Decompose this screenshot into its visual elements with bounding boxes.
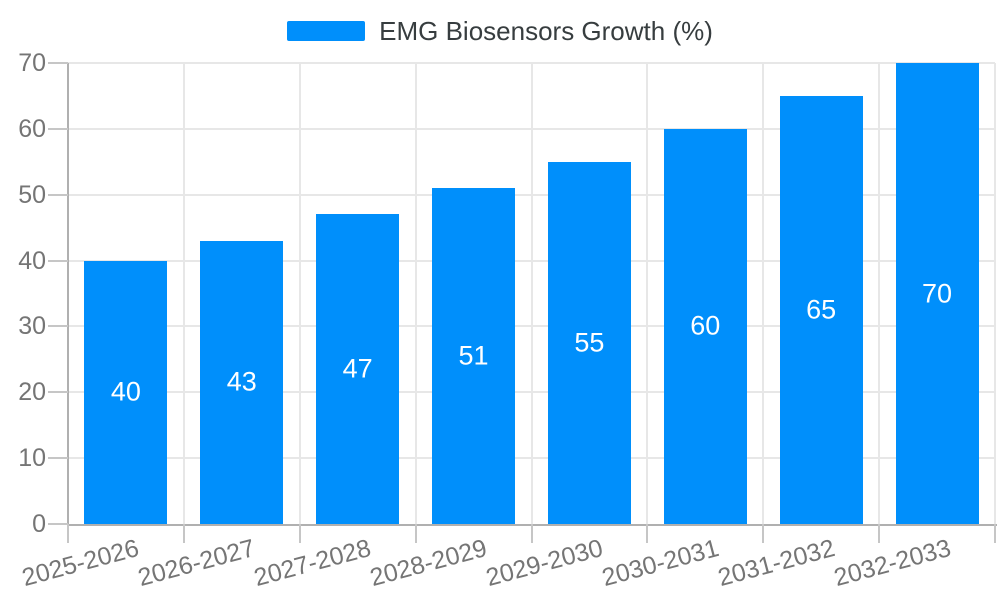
v-gridline (298, 63, 301, 524)
v-gridline (414, 63, 417, 524)
x-tick-label: 2029-2030 (482, 534, 606, 592)
v-gridline (182, 63, 185, 524)
bar[interactable]: 60 (663, 128, 747, 524)
bar-value-label: 47 (342, 353, 373, 384)
bar[interactable]: 40 (84, 260, 168, 524)
y-tick-label: 50 (18, 180, 46, 209)
y-tick-label: 20 (18, 378, 46, 407)
x-tick-label: 2030-2031 (598, 534, 722, 592)
y-tick-mark (48, 62, 68, 64)
x-tick-label: 2031-2032 (714, 534, 838, 592)
plot-area: 40 43 47 51 55 60 65 70 (68, 62, 996, 524)
bar[interactable]: 55 (547, 161, 631, 524)
bar-value-label: 51 (458, 340, 489, 371)
x-tick-mark (878, 524, 881, 543)
v-gridline (994, 63, 996, 524)
y-tick-mark (48, 325, 68, 328)
bar-value-label: 60 (690, 310, 721, 341)
x-tick-mark (994, 524, 996, 543)
y-tick-label: 0 (32, 510, 46, 538)
v-gridline (762, 63, 765, 524)
bar-value-label: 65 (806, 294, 837, 325)
y-tick-label: 60 (18, 114, 46, 143)
v-gridline (530, 63, 533, 524)
x-tick-label: 2028-2029 (367, 534, 490, 592)
x-tick-mark (762, 524, 765, 543)
y-tick-label: 70 (18, 49, 46, 77)
y-tick-mark (48, 523, 68, 525)
legend-label: EMG Biosensors Growth (%) (379, 16, 713, 46)
y-tick-mark (48, 259, 68, 262)
y-tick-mark (48, 127, 68, 130)
bar[interactable]: 70 (895, 63, 979, 524)
bar-value-label: 55 (574, 327, 605, 358)
x-tick-label: 2025-2026 (19, 534, 143, 592)
x-tick-mark (646, 524, 649, 543)
y-tick-label: 10 (18, 444, 46, 473)
bar-value-label: 40 (110, 376, 141, 407)
x-tick-label: 2027-2028 (251, 534, 374, 592)
x-tick-mark (414, 524, 417, 543)
x-tick-mark (67, 524, 69, 543)
y-tick-label: 30 (18, 312, 46, 341)
x-tick-label: 2026-2027 (135, 534, 259, 592)
y-tick-label: 40 (18, 246, 46, 275)
v-gridline (646, 63, 649, 524)
legend-swatch (287, 21, 366, 41)
y-tick-mark (48, 391, 68, 394)
y-tick-mark (48, 193, 68, 196)
x-tick-label: 2032-2033 (830, 534, 954, 592)
bar-value-label: 43 (226, 366, 257, 397)
bar[interactable]: 65 (779, 95, 863, 524)
bar[interactable]: 47 (316, 214, 400, 524)
bar[interactable]: 51 (432, 188, 516, 524)
x-tick-mark (182, 524, 185, 543)
x-tick-mark (530, 524, 533, 543)
bar-value-label: 70 (922, 278, 953, 308)
bar[interactable]: 43 (200, 240, 284, 524)
legend-item[interactable]: EMG Biosensors Growth (%) (0, 18, 1000, 44)
y-axis-line (67, 63, 69, 525)
x-tick-mark (298, 524, 301, 543)
v-gridline (878, 63, 881, 524)
y-tick-mark (48, 457, 68, 460)
